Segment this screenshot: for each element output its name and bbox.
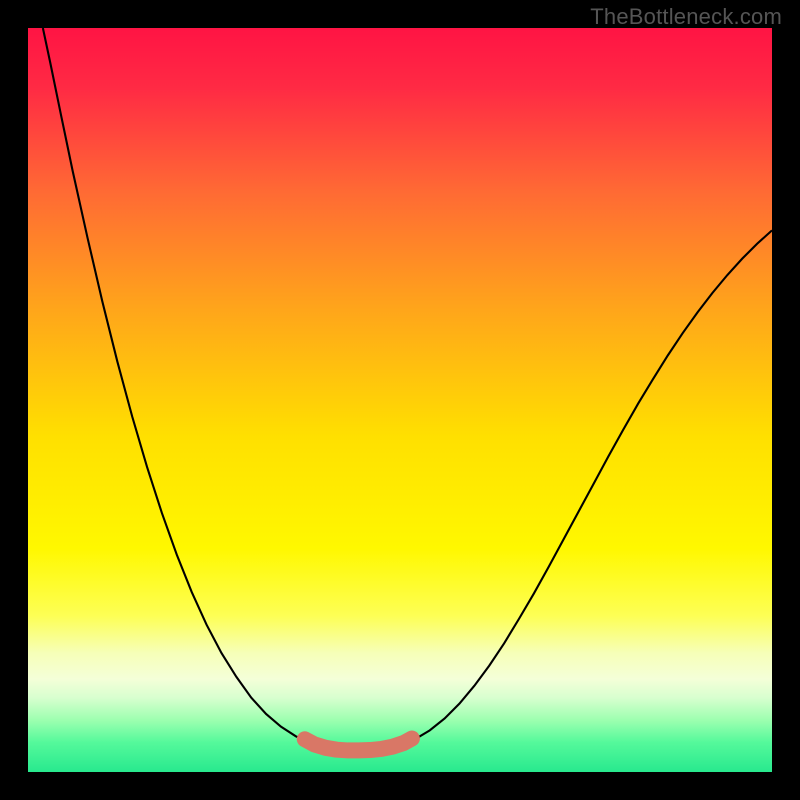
- bottleneck-chart: [0, 0, 800, 800]
- plot-background: [28, 28, 772, 772]
